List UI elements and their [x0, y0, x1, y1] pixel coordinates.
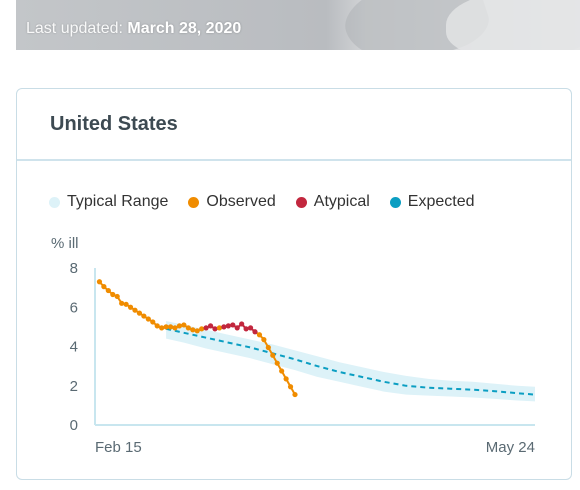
chart-legend: Typical Range Observed Atypical Expected — [49, 193, 475, 211]
observed-point[interactable] — [132, 307, 138, 313]
observed-point[interactable] — [150, 319, 156, 325]
legend-item-expected[interactable]: Expected — [389, 193, 475, 211]
atypical-point[interactable] — [203, 325, 209, 331]
observed-point[interactable] — [274, 360, 280, 366]
observed-point[interactable] — [145, 316, 151, 322]
observed-point[interactable] — [141, 313, 147, 319]
observed-point[interactable] — [163, 324, 169, 330]
legend-dot-atypical — [295, 196, 307, 208]
y-tick-label: 8 — [70, 260, 78, 277]
atypical-point[interactable] — [212, 326, 218, 332]
atypical-point[interactable] — [225, 323, 231, 329]
observed-point[interactable] — [287, 384, 294, 390]
atypical-point[interactable] — [221, 324, 227, 330]
last-updated: Last updated: March 28, 2020 — [26, 20, 241, 38]
observed-point[interactable] — [256, 332, 263, 338]
legend-item-observed[interactable]: Observed — [188, 193, 276, 211]
atypical-point[interactable] — [247, 325, 254, 331]
observed-point[interactable] — [261, 337, 267, 343]
observed-point[interactable] — [199, 326, 205, 332]
observed-point[interactable] — [101, 284, 107, 290]
atypical-point[interactable] — [243, 326, 249, 332]
legend-label-observed: Observed — [206, 193, 276, 210]
legend-label-expected: Expected — [407, 193, 475, 210]
observed-point[interactable] — [172, 325, 178, 331]
observed-point[interactable] — [270, 352, 276, 358]
x-tick-label: Feb 15 — [95, 439, 142, 456]
observed-point[interactable] — [114, 293, 120, 300]
legend-label-typical-range: Typical Range — [67, 193, 169, 210]
observed-point[interactable] — [123, 301, 129, 307]
card-title: United States — [50, 112, 178, 135]
atypical-point[interactable] — [230, 322, 236, 328]
legend-dot-expected — [389, 196, 401, 208]
observed-point[interactable] — [154, 323, 160, 329]
observed-point[interactable] — [110, 291, 116, 298]
observed-point[interactable] — [185, 325, 191, 331]
legend-dot-typical-range — [49, 196, 60, 208]
expected-line — [165, 327, 536, 396]
legend-dot-observed — [188, 196, 200, 208]
observed-point[interactable] — [96, 279, 103, 285]
atypical-point[interactable] — [234, 325, 240, 331]
last-updated-label: Last updated: — [26, 20, 123, 37]
map-water — [446, 0, 580, 50]
atypical-point[interactable] — [207, 323, 214, 329]
observed-point[interactable] — [279, 368, 285, 374]
observed-point[interactable] — [283, 376, 289, 382]
legend-item-typical-range[interactable]: Typical Range — [49, 193, 168, 211]
x-tick-label: May 24 — [486, 439, 535, 456]
atypical-point[interactable] — [252, 329, 258, 335]
legend-label-atypical: Atypical — [313, 193, 370, 210]
card-header: United States — [17, 89, 571, 161]
observed-point[interactable] — [181, 322, 187, 328]
typical-range-band — [166, 321, 535, 402]
observed-point[interactable] — [105, 287, 111, 294]
observed-point[interactable] — [190, 327, 196, 333]
map-banner — [16, 0, 580, 50]
observed-point[interactable] — [159, 325, 165, 331]
y-tick-label: 4 — [70, 339, 78, 356]
y-tick-label: 0 — [70, 417, 78, 434]
last-updated-date: March 28, 2020 — [127, 20, 242, 37]
observed-point[interactable] — [176, 323, 183, 329]
observed-point[interactable] — [136, 310, 143, 316]
legend-item-atypical[interactable]: Atypical — [295, 193, 370, 211]
observed-point[interactable] — [194, 328, 200, 334]
y-tick-label: 2 — [70, 378, 78, 395]
observed-point[interactable] — [216, 325, 223, 331]
country-card: United States Typical Range Observed Aty… — [16, 88, 572, 480]
observed-point[interactable] — [292, 391, 298, 398]
y-axis-label: % ill — [51, 235, 79, 252]
observed-point[interactable] — [119, 300, 125, 306]
atypical-point[interactable] — [239, 321, 245, 327]
observed-point[interactable] — [167, 324, 174, 330]
observed-point[interactable] — [265, 344, 271, 351]
y-tick-label: 6 — [70, 299, 78, 316]
observed-point[interactable] — [127, 304, 134, 310]
